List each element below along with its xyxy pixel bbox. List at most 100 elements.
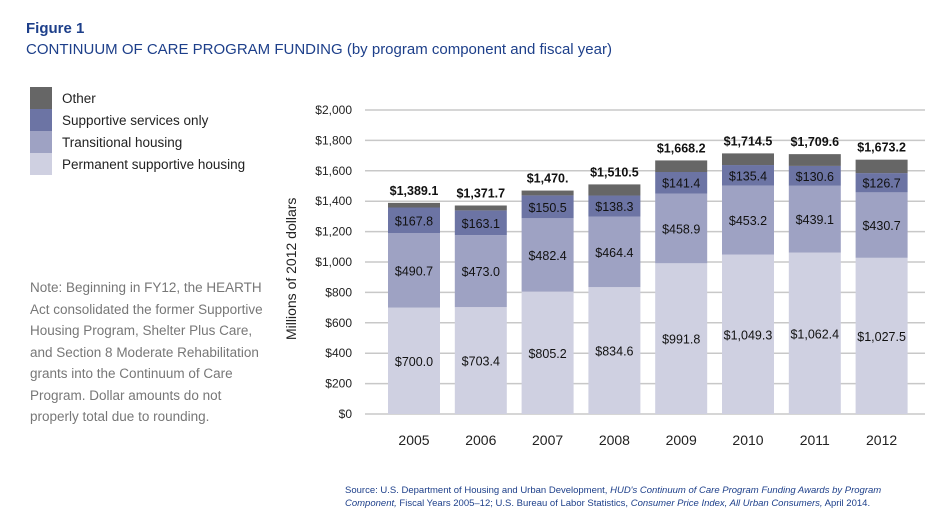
bar-segment — [521, 190, 574, 196]
bar-value-label: $473.0 — [462, 265, 500, 279]
bar-value-label: $150.5 — [528, 201, 566, 215]
y-tick-label: $0 — [339, 407, 353, 421]
figure-label: Figure 1 — [26, 20, 85, 37]
bar-segment — [788, 154, 841, 166]
bar-segment — [722, 153, 774, 166]
bar-segment — [521, 291, 574, 414]
legend-label: Transitional housing — [62, 134, 183, 150]
bar-segment — [588, 195, 641, 217]
note-text: Note: Beginning in FY12, the HEARTH Act … — [30, 280, 263, 424]
bar-segment — [454, 205, 507, 211]
bar-value-label: $991.8 — [662, 333, 700, 347]
bar-segment — [655, 263, 708, 414]
bar-value-label: $138.3 — [595, 200, 633, 214]
bar-total-label: $1,673.2 — [857, 141, 906, 155]
y-tick-label: $1,800 — [315, 133, 352, 147]
bar-value-label: $167.8 — [395, 214, 433, 228]
bar-segment — [722, 185, 774, 255]
bar-value-label: $805.2 — [528, 347, 566, 361]
bar-segment — [855, 173, 908, 193]
bar-segment — [655, 160, 708, 173]
bar-value-label: $458.9 — [662, 222, 700, 236]
x-tick-label: 2007 — [532, 432, 563, 448]
bar-segment — [521, 195, 574, 219]
bar-segment — [588, 216, 641, 288]
legend-label: Other — [62, 90, 96, 106]
bar-value-label: $834.6 — [595, 345, 633, 359]
legend-label: Permanent supportive housing — [62, 156, 246, 172]
y-tick-label: $2,000 — [315, 103, 352, 117]
bar-value-label: $163.1 — [462, 217, 500, 231]
x-tick-label: 2011 — [800, 432, 830, 448]
y-tick-label: $1,200 — [315, 225, 352, 239]
x-tick-label: 2010 — [732, 432, 763, 448]
y-tick-label: $200 — [325, 377, 352, 391]
bar-segment — [855, 192, 908, 258]
bar-segment — [454, 210, 507, 236]
bar-value-label: $130.6 — [796, 170, 834, 184]
legend: Other Supportive services only Transitio… — [30, 87, 245, 175]
bar-value-label: $482.4 — [528, 249, 566, 263]
y-tick-label: $1,400 — [315, 194, 352, 208]
bar-value-label: $430.7 — [862, 219, 900, 233]
bar-segment — [388, 202, 440, 208]
bar-value-label: $700.0 — [395, 355, 433, 369]
bar-value-label: $1,062.4 — [790, 327, 839, 341]
bar-segment — [588, 287, 641, 414]
y-tick-label: $800 — [325, 285, 352, 299]
bar-segment — [722, 165, 774, 186]
bar-value-label: $1,027.5 — [857, 330, 906, 344]
chart-title: CONTINUUM OF CARE PROGRAM FUNDING (by pr… — [26, 41, 612, 58]
bar-value-label: $703.4 — [462, 355, 500, 369]
bar-value-label: $439.1 — [796, 213, 834, 227]
bar-total-label: $1,709.6 — [790, 135, 839, 149]
x-tick-label: 2012 — [866, 432, 897, 448]
bar-value-label: $141.4 — [662, 177, 700, 191]
bar-total-label: $1,371.7 — [456, 187, 505, 201]
bar-total-label: $1,510.5 — [590, 165, 639, 179]
bar-segment — [388, 207, 440, 234]
legend-swatch — [30, 87, 52, 109]
x-tick-label: 2009 — [666, 432, 697, 448]
legend-item-transitional-housing: Transitional housing — [30, 131, 245, 153]
legend-swatch — [30, 153, 52, 175]
legend-swatch — [30, 131, 52, 153]
bar-value-label: $464.4 — [595, 246, 633, 260]
y-tick-label: $1,000 — [315, 255, 352, 269]
x-tick-label: 2006 — [465, 432, 496, 448]
bar-segment — [655, 172, 708, 194]
bar-segment — [388, 307, 440, 414]
y-tick-label: $1,600 — [315, 164, 352, 178]
bar-segment — [788, 185, 841, 253]
source-title-1: HUD's Continuum of Care Program Funding … — [345, 485, 882, 509]
bar-segment — [788, 165, 841, 186]
bar-segment — [655, 193, 708, 264]
bar-value-label: $1,049.3 — [724, 328, 773, 342]
y-tick-label: $600 — [325, 316, 352, 330]
bar-value-label: $453.2 — [729, 214, 767, 228]
legend-item-supportive-services: Supportive services only — [30, 109, 245, 131]
legend-item-other: Other — [30, 87, 245, 109]
bar-segment — [855, 159, 908, 174]
bar-segment — [388, 233, 440, 308]
legend-item-permanent-supportive-housing: Permanent supportive housing — [30, 153, 245, 175]
title-sub: (by program component and fiscal year) — [346, 41, 612, 58]
x-tick-label: 2005 — [398, 432, 429, 448]
bar-segment — [454, 235, 507, 308]
source-mid: Fiscal Years 2005–12; U.S. Bureau of Lab… — [396, 498, 631, 509]
bar-total-label: $1,389.1 — [390, 184, 439, 198]
source-end: April 2014. — [822, 498, 871, 509]
source-prefix: Source: U.S. Department of Housing and U… — [345, 485, 611, 496]
bar-segment — [454, 307, 507, 414]
bar-segment — [588, 184, 641, 196]
source-title-2: Consumer Price Index, All Urban Consumer… — [630, 498, 823, 509]
legend-label: Supportive services only — [62, 112, 209, 128]
bar-value-label: $135.4 — [729, 169, 767, 183]
bar-value-label: $490.7 — [395, 264, 433, 278]
source-note: Source: U.S. Department of Housing and U… — [345, 484, 935, 510]
y-tick-label: $400 — [325, 346, 352, 360]
bar-segment — [521, 218, 574, 292]
bar-value-label: $126.7 — [862, 177, 900, 191]
bar-total-label: $1,470. — [527, 172, 569, 186]
